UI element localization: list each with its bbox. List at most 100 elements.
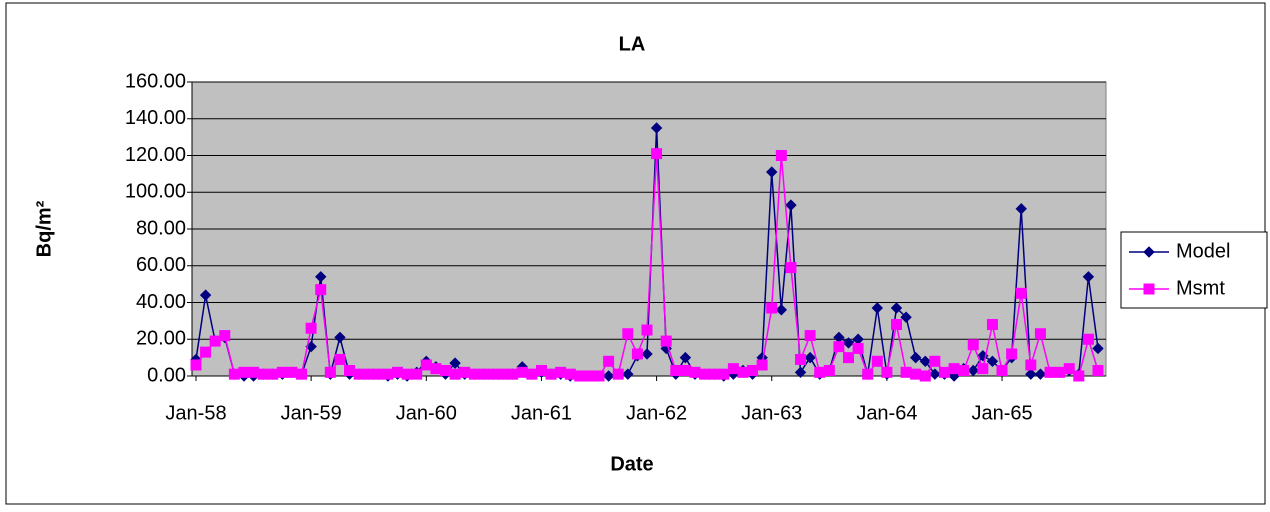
marker (401, 368, 413, 380)
x-axis-title: Date (610, 453, 653, 475)
marker (900, 311, 912, 323)
marker (382, 368, 394, 380)
marker (881, 366, 893, 378)
marker (929, 368, 941, 380)
marker (996, 364, 1008, 376)
marker (843, 352, 855, 364)
marker (602, 370, 615, 382)
marker (1025, 368, 1037, 380)
marker (1143, 283, 1155, 295)
marker (487, 368, 499, 380)
marker (737, 366, 749, 378)
x-tick-label: Jan-58 (165, 402, 226, 424)
x-tick-label: Jan-62 (626, 402, 687, 424)
y-tick-label: 160.00 (125, 70, 186, 92)
legend-box (1120, 231, 1268, 309)
marker (1044, 366, 1056, 378)
legend-label: Msmt (1176, 277, 1225, 299)
marker (679, 364, 691, 376)
marker (699, 368, 711, 380)
marker (1092, 364, 1104, 376)
y-tick-label: 40.00 (136, 291, 186, 313)
marker (833, 341, 845, 353)
y-tick-label: 140.00 (125, 107, 186, 129)
marker (910, 368, 922, 380)
marker (631, 348, 643, 360)
marker (1063, 363, 1075, 375)
legend-label: Model (1176, 240, 1230, 262)
marker (516, 366, 528, 378)
x-tick-label: Jan-64 (856, 402, 917, 424)
marker (583, 370, 595, 382)
marker (267, 368, 279, 380)
x-tick-label: Jan-61 (511, 402, 572, 424)
marker (890, 319, 902, 331)
marker (1034, 328, 1046, 340)
marker (814, 366, 826, 378)
marker (324, 366, 336, 378)
marker (958, 364, 970, 376)
x-tick-label: Jan-59 (281, 402, 342, 424)
marker (1034, 368, 1047, 380)
marker (862, 368, 874, 380)
marker (1073, 370, 1085, 382)
y-tick-label: 120.00 (125, 144, 186, 166)
marker (248, 366, 260, 378)
marker (363, 368, 375, 380)
marker (276, 366, 288, 378)
marker (689, 366, 701, 378)
marker (1082, 333, 1094, 345)
chart-title: LA (619, 33, 646, 55)
marker (1054, 366, 1066, 378)
marker (967, 339, 979, 351)
marker (1015, 287, 1027, 299)
marker (372, 368, 384, 380)
marker (459, 366, 471, 378)
marker (296, 368, 308, 380)
marker (871, 302, 884, 314)
marker (718, 368, 730, 380)
marker (641, 348, 653, 360)
marker (900, 366, 912, 378)
marker (199, 289, 212, 301)
marker (315, 284, 327, 296)
marker (1092, 342, 1104, 355)
marker (238, 366, 250, 378)
marker (1015, 203, 1027, 215)
marker (507, 368, 519, 380)
marker (986, 355, 999, 368)
marker (420, 359, 432, 371)
marker (1006, 348, 1018, 360)
marker (392, 366, 404, 378)
marker (449, 368, 461, 380)
marker (622, 328, 634, 340)
marker (497, 368, 509, 380)
marker (842, 337, 855, 349)
marker (919, 355, 931, 368)
marker (785, 199, 797, 211)
marker (929, 355, 941, 367)
marker (334, 353, 346, 365)
marker (411, 368, 423, 380)
marker (679, 351, 692, 364)
marker (919, 370, 931, 382)
marker (574, 370, 586, 382)
marker (1025, 359, 1037, 371)
x-tick-label: Jan-63 (741, 402, 802, 424)
marker (286, 366, 298, 378)
marker (871, 355, 883, 367)
marker (727, 363, 739, 375)
y-tick-label: 80.00 (136, 217, 186, 239)
y-tick-label: 100.00 (125, 181, 186, 203)
x-tick-label: Jan-65 (971, 402, 1032, 424)
marker (775, 304, 788, 316)
marker (967, 364, 979, 377)
marker (660, 335, 672, 347)
marker (938, 366, 950, 378)
y-axis-title: Bq/m² (33, 200, 55, 257)
marker (766, 166, 778, 178)
marker (775, 150, 787, 161)
marker (756, 359, 768, 371)
